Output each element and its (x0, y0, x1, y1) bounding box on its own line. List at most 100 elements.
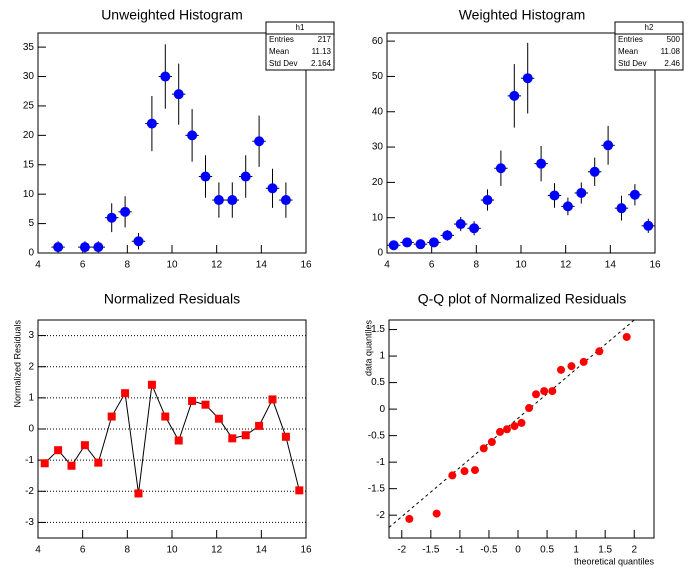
stats-label: Std Dev (618, 59, 646, 68)
y-tick-label: 0 (28, 248, 34, 259)
y-tick-label: -2 (376, 510, 385, 521)
marker (255, 421, 264, 430)
stats-title: h2 (645, 23, 654, 32)
y-tick-label: 20 (372, 177, 384, 188)
frame (37, 32, 307, 254)
x-tick-label: 14 (605, 260, 617, 271)
marker (200, 171, 211, 182)
marker (120, 206, 131, 217)
y-tick-label: -0.5 (368, 430, 386, 441)
marker (214, 414, 223, 423)
marker (160, 71, 171, 82)
y-tick-label: 2 (28, 361, 34, 372)
y-axis-label: data quantiles (363, 320, 373, 377)
marker (548, 387, 557, 396)
marker (557, 365, 566, 374)
marker (53, 242, 64, 253)
x-tick-label: 8 (125, 260, 131, 271)
marker (589, 166, 600, 177)
y-tick-label: 0 (28, 424, 34, 435)
y-tick-label: 30 (23, 71, 35, 82)
frame (37, 319, 307, 539)
marker (428, 237, 439, 248)
stats-label: Std Dev (269, 59, 297, 68)
marker (595, 347, 604, 356)
marker (281, 432, 290, 441)
y-tick-label: 50 (372, 71, 384, 82)
x-tick-label: 10 (166, 545, 178, 556)
stats-label: Mean (618, 47, 638, 56)
y-tick-label: 1 (28, 392, 34, 403)
marker (121, 389, 130, 398)
frame (388, 319, 655, 539)
stats-value: 2.46 (664, 59, 680, 68)
stats-box (265, 21, 335, 71)
marker (525, 404, 534, 413)
x-tick-label: 12 (211, 260, 223, 271)
x-tick-label: 0 (515, 545, 521, 556)
marker (579, 357, 588, 366)
y-tick-label: -1 (25, 455, 34, 466)
x-tick-label: 4 (35, 545, 41, 556)
x-tick-label: 16 (649, 260, 661, 271)
y-axis-label: Normalized Residuals (12, 320, 22, 408)
marker (442, 230, 453, 241)
y-tick-label: 1 (379, 351, 385, 362)
marker (94, 458, 103, 467)
marker (295, 486, 304, 495)
marker (629, 189, 640, 200)
x-tick-label: 4 (384, 260, 390, 271)
stats-box (614, 21, 684, 71)
marker (549, 190, 560, 201)
marker (567, 362, 576, 371)
chart-title: Unweighted Histogram (101, 7, 243, 23)
marker (106, 212, 117, 223)
y-tick-label: 0 (377, 248, 383, 259)
marker (228, 434, 237, 443)
x-tick-label: 10 (166, 260, 178, 271)
y-tick-label: 40 (372, 106, 384, 117)
marker (388, 240, 399, 251)
x-tick-label: 16 (300, 260, 312, 271)
y-tick-label: 15 (23, 159, 35, 170)
y-tick-label: -1 (376, 457, 385, 468)
marker (487, 437, 496, 446)
marker (432, 509, 441, 518)
line (44, 382, 300, 494)
x-tick-label: 10 (515, 260, 527, 271)
marker (562, 201, 573, 212)
x-tick-label: -1.5 (422, 545, 440, 556)
y-tick-label: 5 (28, 218, 34, 229)
stats-label: Mean (269, 47, 289, 56)
marker (227, 195, 238, 206)
x-tick-label: -0.5 (480, 545, 498, 556)
marker (107, 412, 116, 421)
x-tick-label: 1 (573, 545, 579, 556)
y-tick-label: -3 (25, 517, 34, 528)
stats-value: 11.08 (661, 47, 681, 56)
x-tick-label: 4 (35, 260, 41, 271)
marker (540, 387, 549, 396)
y-tick-label: 10 (372, 212, 384, 223)
marker (93, 242, 104, 253)
stats-value: 500 (667, 35, 681, 44)
marker (147, 380, 156, 389)
y-tick-label: 30 (372, 142, 384, 153)
marker (471, 466, 480, 475)
marker (522, 73, 533, 84)
marker (40, 459, 49, 468)
stats-label: Entries (269, 35, 294, 44)
marker (460, 467, 469, 476)
marker (576, 187, 587, 198)
marker (280, 195, 291, 206)
marker (54, 446, 63, 455)
marker (510, 422, 519, 431)
marker (536, 158, 547, 169)
y-tick-label: 0 (379, 404, 385, 415)
x-tick-label: 6 (80, 545, 86, 556)
x-tick-label: 6 (80, 260, 86, 271)
y-tick-label: 3 (28, 330, 34, 341)
y-tick-label: -2 (25, 486, 34, 497)
y-tick-label: 0.5 (371, 377, 385, 388)
marker (188, 396, 197, 405)
